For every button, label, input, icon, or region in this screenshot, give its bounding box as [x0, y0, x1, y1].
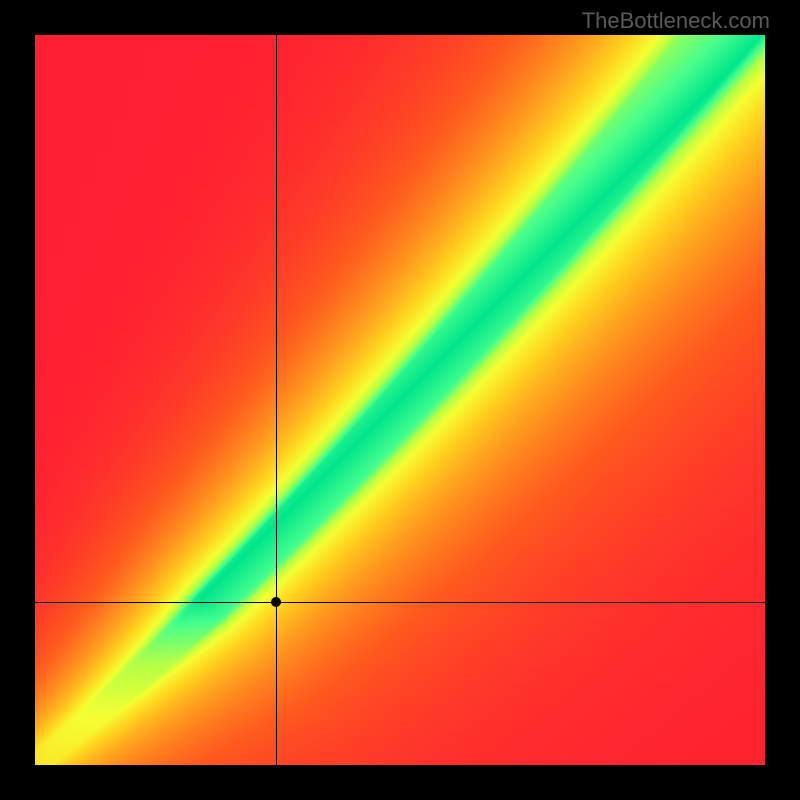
heatmap-plot [35, 35, 765, 765]
heatmap-canvas [35, 35, 765, 765]
watermark-text: TheBottleneck.com [582, 8, 770, 34]
crosshair-marker [271, 597, 281, 607]
crosshair-horizontal [35, 602, 765, 603]
crosshair-vertical [276, 35, 277, 765]
